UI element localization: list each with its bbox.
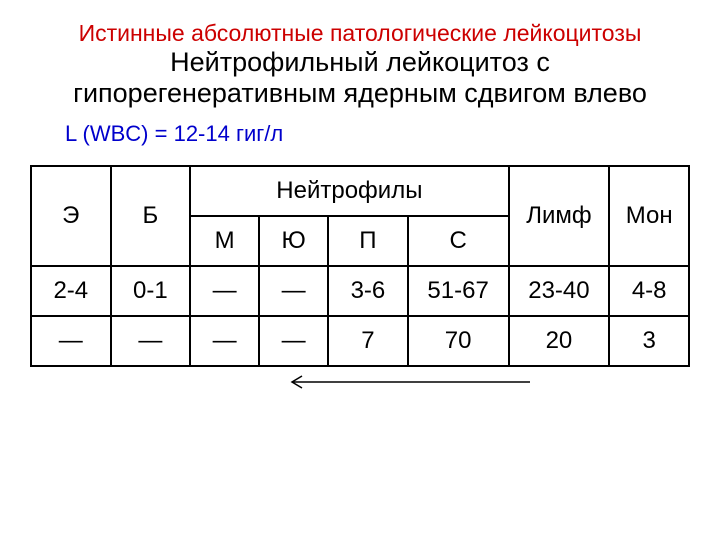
arrow-container (30, 372, 690, 397)
col-header-limf: Лимф (509, 166, 610, 266)
title-line-2: Нейтрофильный лейкоцитоз с (30, 47, 690, 78)
cell: — (259, 316, 328, 366)
col-header-m: М (190, 216, 259, 266)
col-header-mon: Мон (609, 166, 689, 266)
cell: — (190, 316, 259, 366)
title-line-3: гипорегенеративным ядерным сдвигом влево (30, 78, 690, 109)
col-header-b: Б (111, 166, 191, 266)
left-arrow-icon (280, 372, 540, 392)
table-header-row-1: Э Б Нейтрофилы Лимф Мон (31, 166, 689, 216)
cell: — (111, 316, 191, 366)
cell: 70 (408, 316, 509, 366)
cell: 7 (328, 316, 408, 366)
formula-text: L (WBC) = 12-14 гиг/л (65, 121, 690, 147)
cell: — (259, 266, 328, 316)
leukocyte-table: Э Б Нейтрофилы Лимф Мон М Ю П С 2-4 0-1 … (30, 165, 690, 367)
table-row: 2-4 0-1 — — 3-6 51-67 23-40 4-8 (31, 266, 689, 316)
cell: 3-6 (328, 266, 408, 316)
cell: 0-1 (111, 266, 191, 316)
col-header-s: С (408, 216, 509, 266)
cell: 4-8 (609, 266, 689, 316)
table-row: — — — — 7 70 20 3 (31, 316, 689, 366)
cell: 20 (509, 316, 610, 366)
cell: — (31, 316, 111, 366)
cell: 23-40 (509, 266, 610, 316)
col-header-yu: Ю (259, 216, 328, 266)
cell: — (190, 266, 259, 316)
slide-header: Истинные абсолютные патологические лейко… (30, 20, 690, 109)
title-line-1: Истинные абсолютные патологические лейко… (30, 20, 690, 47)
col-header-e: Э (31, 166, 111, 266)
col-header-neutrophils: Нейтрофилы (190, 166, 508, 216)
cell: 3 (609, 316, 689, 366)
cell: 2-4 (31, 266, 111, 316)
col-header-p: П (328, 216, 408, 266)
cell: 51-67 (408, 266, 509, 316)
